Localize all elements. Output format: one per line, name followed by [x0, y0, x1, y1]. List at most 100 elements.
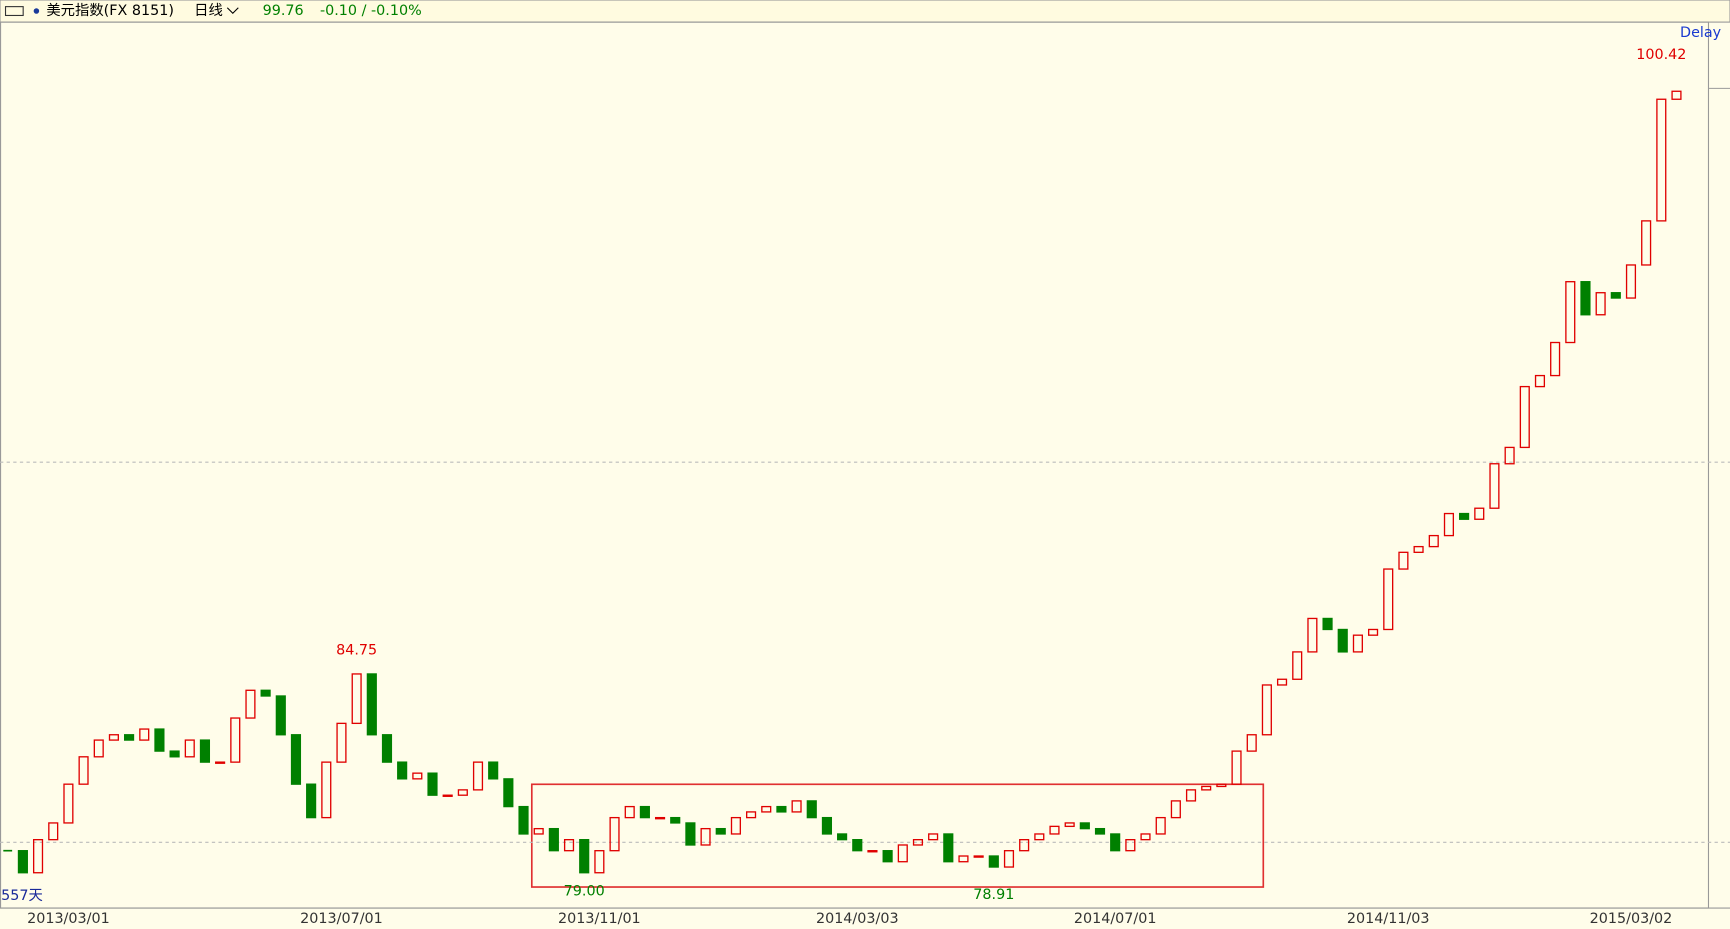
candle: [245, 689, 256, 719]
candle: [215, 761, 226, 764]
candle: [1352, 634, 1363, 653]
candle: [1094, 827, 1106, 835]
price-change: -0.10 / -0.10%: [320, 3, 422, 19]
candle: [1519, 385, 1530, 449]
days-label: 557天: [1, 888, 43, 904]
candle: [412, 772, 423, 780]
x-tick-label: 2015/03/02: [1590, 911, 1673, 927]
x-tick-label: 2014/03/03: [816, 911, 899, 927]
candle: [1231, 750, 1242, 785]
candle: [1125, 839, 1136, 852]
candle: [1079, 822, 1090, 830]
candle: [700, 827, 711, 846]
candle: [1322, 617, 1333, 631]
candle: [1398, 551, 1409, 570]
candle: [1064, 822, 1075, 828]
candle: [108, 734, 119, 741]
candle: [973, 855, 984, 858]
candle: [943, 833, 954, 863]
candle: [958, 855, 969, 863]
candle: [1671, 90, 1682, 100]
candle: [1656, 98, 1667, 222]
candle: [1246, 734, 1257, 752]
candle: [1534, 374, 1546, 388]
candle: [639, 805, 650, 819]
candle: [290, 734, 302, 785]
candle: [1443, 512, 1455, 537]
candle: [427, 772, 438, 796]
x-tick-label: 2013/03/01: [27, 911, 110, 927]
delay-label: Delay: [1680, 25, 1722, 41]
x-tick-label: 2014/07/01: [1074, 911, 1157, 927]
candle: [1140, 833, 1151, 841]
candle: [624, 805, 635, 819]
candle: [1550, 341, 1561, 377]
candle: [1261, 684, 1272, 736]
candle: [1185, 789, 1197, 802]
candle: [48, 822, 59, 841]
candle: [442, 794, 453, 797]
candle: [882, 850, 893, 863]
candle: [306, 783, 317, 819]
candle: [1019, 839, 1030, 852]
candle: [1383, 568, 1394, 631]
extreme-label: 100.42: [1636, 47, 1686, 63]
candle: [93, 739, 104, 758]
candle: [1428, 534, 1439, 548]
candle: [260, 689, 271, 697]
x-tick-label: 2013/07/01: [300, 911, 383, 927]
candle: [837, 833, 848, 841]
period[interactable]: 日线: [194, 2, 223, 19]
candle: [275, 695, 286, 736]
candle: [1216, 783, 1227, 788]
candle: [1474, 507, 1485, 520]
candle: [1489, 463, 1500, 509]
candle: [609, 816, 620, 852]
link-icon[interactable]: [4, 6, 24, 17]
candle: [1459, 512, 1470, 520]
dropdown-icon[interactable]: [226, 7, 239, 15]
extreme-label: 78.91: [973, 887, 1014, 903]
extreme-label: 84.75: [336, 643, 377, 659]
candle: [1292, 651, 1303, 680]
candle: [1595, 292, 1606, 316]
candle: [336, 722, 347, 763]
candle: [169, 750, 180, 758]
candle: [381, 734, 393, 763]
candle: [594, 850, 605, 874]
candle: [670, 816, 681, 824]
candle: [1504, 446, 1515, 465]
candle: [1003, 850, 1015, 868]
header-bar: [0, 0, 1730, 23]
candle: [503, 778, 514, 808]
candle: [730, 816, 741, 835]
candle: [852, 839, 863, 852]
candle: [1580, 281, 1591, 316]
candle: [366, 673, 377, 736]
candle: [715, 827, 726, 835]
candle: [897, 844, 908, 863]
candle: [351, 673, 362, 725]
x-tick-label: 2013/11/01: [558, 911, 641, 927]
candle: [1337, 628, 1348, 653]
candle: [139, 728, 150, 741]
candle: [1307, 617, 1318, 653]
candle: [518, 805, 529, 835]
candle: [776, 805, 787, 813]
bullet: [33, 8, 40, 14]
candle: [321, 761, 332, 819]
candle: [17, 850, 28, 874]
candle: [928, 833, 939, 841]
candle: [63, 783, 74, 824]
candle: [1565, 281, 1576, 344]
candle: [806, 800, 817, 819]
candle: [199, 739, 211, 763]
candle: [184, 739, 195, 758]
candle: [1170, 800, 1181, 819]
candle: [988, 855, 999, 868]
candle: [1049, 825, 1060, 835]
candle: [1641, 220, 1652, 266]
instrument-name: 美元指数(FX 8151): [46, 2, 174, 19]
